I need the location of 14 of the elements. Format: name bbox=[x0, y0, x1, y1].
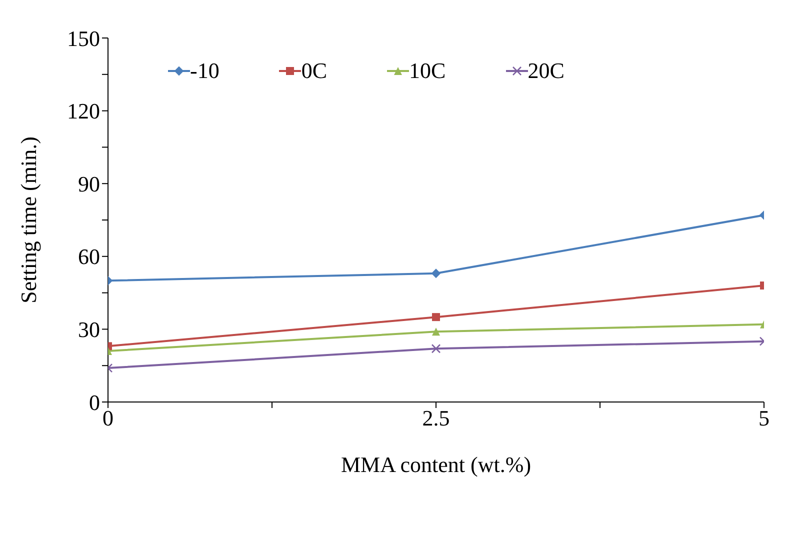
x-tick-label: 2.5 bbox=[422, 406, 450, 431]
legend-label: 10C bbox=[409, 58, 446, 84]
legend-label: 20C bbox=[528, 58, 564, 84]
x-axis-title: MMA content (wt.%) bbox=[340, 452, 532, 477]
y-tick-label: 120 bbox=[67, 98, 100, 124]
x-tick-label: 5 bbox=[758, 406, 770, 431]
y-tick-label: 30 bbox=[78, 317, 100, 342]
y-tick-label: 90 bbox=[78, 171, 100, 196]
y-axis-title: Setting time (min.) bbox=[16, 136, 41, 304]
y-tick-label: 150 bbox=[67, 26, 100, 51]
y-tick-label: 0 bbox=[89, 390, 100, 415]
y-tick-label: 60 bbox=[78, 244, 100, 270]
legend-label: 0C bbox=[301, 58, 328, 84]
legend-label: -10 bbox=[190, 58, 220, 84]
